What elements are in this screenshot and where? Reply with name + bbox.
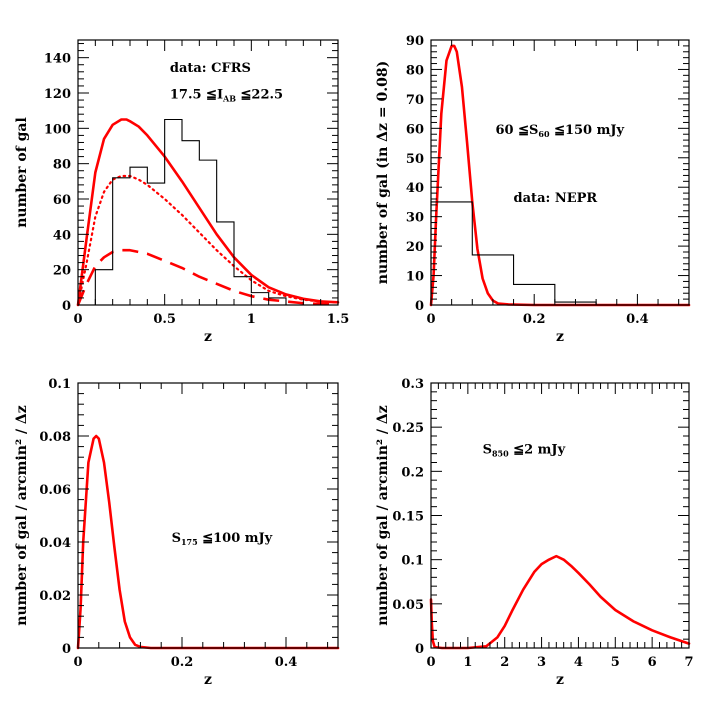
y-tick-label: 20 [406,240,424,255]
y-tick-label: 50 [406,152,424,167]
annotation-0: S175 ≦100 mJy [172,531,273,547]
histogram-bin-1 [472,255,513,305]
y-tick-label: 120 [44,87,71,102]
y-tick-label: 40 [406,181,424,196]
x-tick-label: 0.2 [171,655,194,670]
x-axis-label: z [204,672,212,688]
x-tick-label: 4 [574,655,583,670]
panel-s850: 0 1 2 3 4 5 6 7 0 0.05 0.1 0.15 0.2 0.25 0.3 z number of… [375,377,694,688]
y-tick-label: 0.05 [392,598,424,613]
x-tick-label: 0 [426,655,435,670]
x-tick-label: 0.4 [626,312,649,327]
dotted-curve-series-1 [76,174,340,307]
y-tick-label: 60 [53,193,71,208]
x-tick-label: 0 [426,312,435,327]
x-tick-label: 0.5 [153,312,176,327]
histogram-bin-0 [431,202,472,305]
annotation-1: 17.5 ≦IAB ≦22.5 [170,87,283,103]
y-tick-label: 80 [53,158,71,173]
y-tick-label: 20 [53,264,71,279]
histogram-bin-8 [234,277,251,305]
x-tick-label: 0 [73,655,82,670]
histogram-bin-6 [199,160,216,305]
solid-curve-series-0 [429,554,691,650]
x-tick-label: 5 [611,655,620,670]
x-axis-label: z [204,329,212,345]
y-axis-label: number of gal (in Δz = 0.08) [375,61,391,284]
y-tick-label: 0.3 [401,377,424,392]
x-tick-label: 0.2 [523,312,546,327]
x-tick-label: 0.4 [275,655,298,670]
histogram-bin-3 [147,183,164,305]
annotation-0: 60 ≦S60 ≦150 mJy [496,123,625,139]
y-tick-label: 0 [62,299,71,314]
y-tick-label: 10 [406,270,424,285]
histogram-bin-1 [113,178,130,305]
y-tick-label: 0.06 [39,483,71,498]
annotation-1: data: NEPR [514,191,598,206]
panel-s175: 0 0.2 0.4 0 0.02 0.04 0.06 0.08 0.1 z number of ga… [14,377,340,688]
panel-nepr: 0 0.2 0.4 0 10 20 30 40 50 60 70 80 90 z number of gal… [375,34,691,345]
histogram-bin-4 [165,120,182,306]
dashed-curve-series-2 [76,248,339,306]
y-tick-label: 0.1 [48,377,71,392]
solid-curve-series-0 [76,434,340,650]
y-tick-label: 0 [415,642,424,657]
y-tick-label: 0.15 [392,510,424,525]
x-tick-label: 1 [463,655,472,670]
y-tick-label: 30 [406,211,424,226]
y-tick-label: 100 [44,122,71,137]
y-tick-label: 70 [406,93,424,108]
y-tick-label: 0 [62,642,71,657]
annotation-0: S850 ≦2 mJy [483,443,566,459]
plot-frame [77,382,339,649]
histogram-series-3 [94,118,287,305]
x-tick-label: 1.5 [327,312,350,327]
y-tick-label: 40 [53,228,71,243]
panel-cfrs: 0 0.5 1 1.5 0 20 40 60 80 100 120 140 z number of gal… [14,39,350,345]
plot-frame [430,382,690,649]
y-tick-label: 0.04 [39,536,71,551]
x-tick-label: 6 [648,655,657,670]
y-axis-label: number of gal / arcmin² / Δz [14,405,30,626]
histogram-bin-7 [217,222,234,305]
y-tick-label: 0 [415,299,424,314]
annotation-0: data: CFRS [170,61,251,76]
y-tick-label: 0.25 [392,421,424,436]
y-axis-label: number of gal / arcmin² / Δz [375,405,391,626]
histogram-bin-10 [269,298,286,305]
x-axis-label: z [556,329,564,345]
histogram-bin-5 [182,141,199,305]
histogram-bin-9 [251,293,268,305]
histogram-bin-2 [130,167,147,305]
x-tick-label: 7 [684,655,693,670]
solid-curve-series-0 [429,44,691,307]
x-tick-label: 1 [247,312,256,327]
y-tick-label: 0.1 [401,554,424,569]
y-tick-label: 0.08 [39,430,71,445]
y-axis-label: number of gal [14,117,30,228]
x-tick-label: 3 [537,655,546,670]
y-tick-label: 140 [44,52,71,67]
y-tick-label: 60 [406,122,424,137]
x-axis-label: z [556,672,564,688]
x-tick-label: 0 [73,312,82,327]
y-tick-label: 0.02 [39,589,71,604]
y-tick-label: 80 [406,63,424,78]
histogram-bin-0 [95,270,112,305]
plot-frame [430,39,690,306]
plot-frame [77,39,339,306]
x-tick-label: 2 [500,655,509,670]
y-tick-label: 0.2 [401,465,424,480]
y-tick-label: 90 [406,34,424,49]
